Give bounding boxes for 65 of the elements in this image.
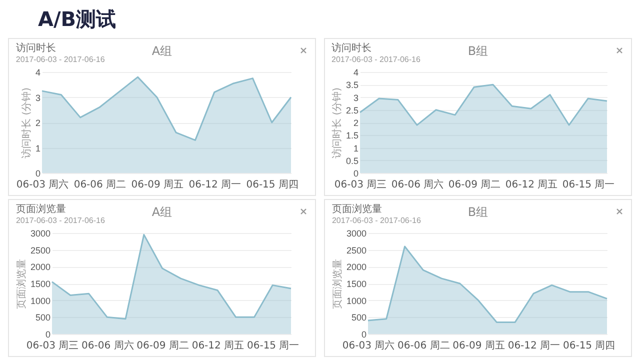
x-tick-label: 06-03 周六 [16, 178, 69, 190]
chart-title: 访问时长 [16, 42, 56, 54]
y-tick-label: 0.5 [346, 156, 358, 166]
chart-title: 页面浏览量 [332, 203, 382, 215]
y-tick-label: 3.5 [346, 80, 358, 90]
y-tick-label: 3 [35, 92, 40, 103]
x-tick-label: 06-15 周一 [246, 340, 300, 352]
text: B组 [468, 44, 488, 58]
x-tick-label: 06-12 周一 [188, 180, 242, 190]
y-axis-title: 页面浏览量 [15, 259, 28, 309]
text: B组 [468, 205, 488, 219]
x-tick-label: 06-15 周一 [562, 180, 615, 190]
chart-subtitle: 2017-06-03 - 2017-06-16 [16, 55, 106, 64]
y-axis-title: 访问时长 (分钟) [330, 87, 343, 158]
y-axis-title: 页面浏览量 [331, 259, 344, 309]
x-tick-label: 06-09 周五 [452, 340, 505, 352]
y-tick-label: 1500 [30, 279, 50, 289]
y-axis-title: 访问时长 (分钟) [20, 87, 32, 158]
x-tick-label: 06-12 周一 [508, 340, 560, 352]
y-tick-label: 1000 [346, 296, 366, 306]
y-tick-label: 500 [351, 312, 366, 323]
x-tick-label: 06-03 周三 [334, 180, 387, 190]
x-tick-label: 06-06 周二 [398, 340, 450, 352]
y-tick-label: 0 [353, 168, 358, 178]
y-tick-label: 2000 [30, 262, 50, 272]
x-tick-label: 06-09 周二 [136, 340, 189, 352]
chart-title: 页面浏览量 [16, 203, 66, 215]
y-tick-label: 0 [35, 168, 40, 178]
x-tick-label: 06-06 周六 [391, 178, 444, 190]
y-tick-label: 4 [35, 68, 40, 78]
x-tick-label: 06-06 周六 [82, 340, 134, 352]
text: A/B测试 [38, 6, 116, 33]
x-tick-label: 06-06 周二 [74, 180, 126, 190]
chart-subtitle: 2017-06-03 - 2017-06-16 [332, 216, 422, 225]
y-tick-label: 2500 [346, 245, 366, 256]
y-tick-label: 0 [361, 330, 366, 340]
x-tick-label: 06-12 周五 [192, 340, 244, 352]
x-tick-label: 06-15 周四 [562, 340, 616, 352]
y-tick-label: 1500 [346, 279, 366, 289]
x-tick-label: 06-15 周四 [246, 180, 298, 190]
y-tick-label: 1 [35, 143, 40, 154]
x-tick-label: 06-09 周二 [448, 180, 501, 190]
y-tick-label: 2.5 [346, 105, 358, 116]
y-tick-label: 3 [353, 92, 358, 103]
y-tick-label: 1 [353, 143, 358, 154]
y-tick-label: 3000 [346, 228, 366, 238]
y-tick-label: 2 [35, 118, 40, 128]
y-tick-label: 2000 [346, 262, 366, 272]
text: A组 [152, 44, 172, 58]
y-tick-label: 2 [353, 118, 358, 128]
x-tick-label: 06-12 周五 [505, 180, 558, 190]
y-tick-label: 0 [45, 330, 50, 340]
chart-title: 访问时长 [331, 42, 372, 54]
chart-subtitle: 2017-06-03 - 2017-06-16 [16, 216, 106, 225]
chart-subtitle: 2017-06-03 - 2017-06-16 [331, 55, 421, 64]
x-tick-label: 06-03 周三 [26, 340, 79, 352]
y-tick-label: 1000 [30, 296, 50, 306]
y-tick-label: 1.5 [346, 130, 358, 141]
y-tick-label: 2500 [30, 245, 50, 256]
y-tick-label: 500 [35, 312, 50, 323]
text: A组 [152, 205, 172, 219]
x-tick-label: 06-03 周六 [342, 340, 395, 352]
y-tick-label: 3000 [30, 228, 50, 238]
x-tick-label: 06-09 周五 [131, 180, 184, 190]
y-tick-label: 4 [353, 68, 358, 78]
